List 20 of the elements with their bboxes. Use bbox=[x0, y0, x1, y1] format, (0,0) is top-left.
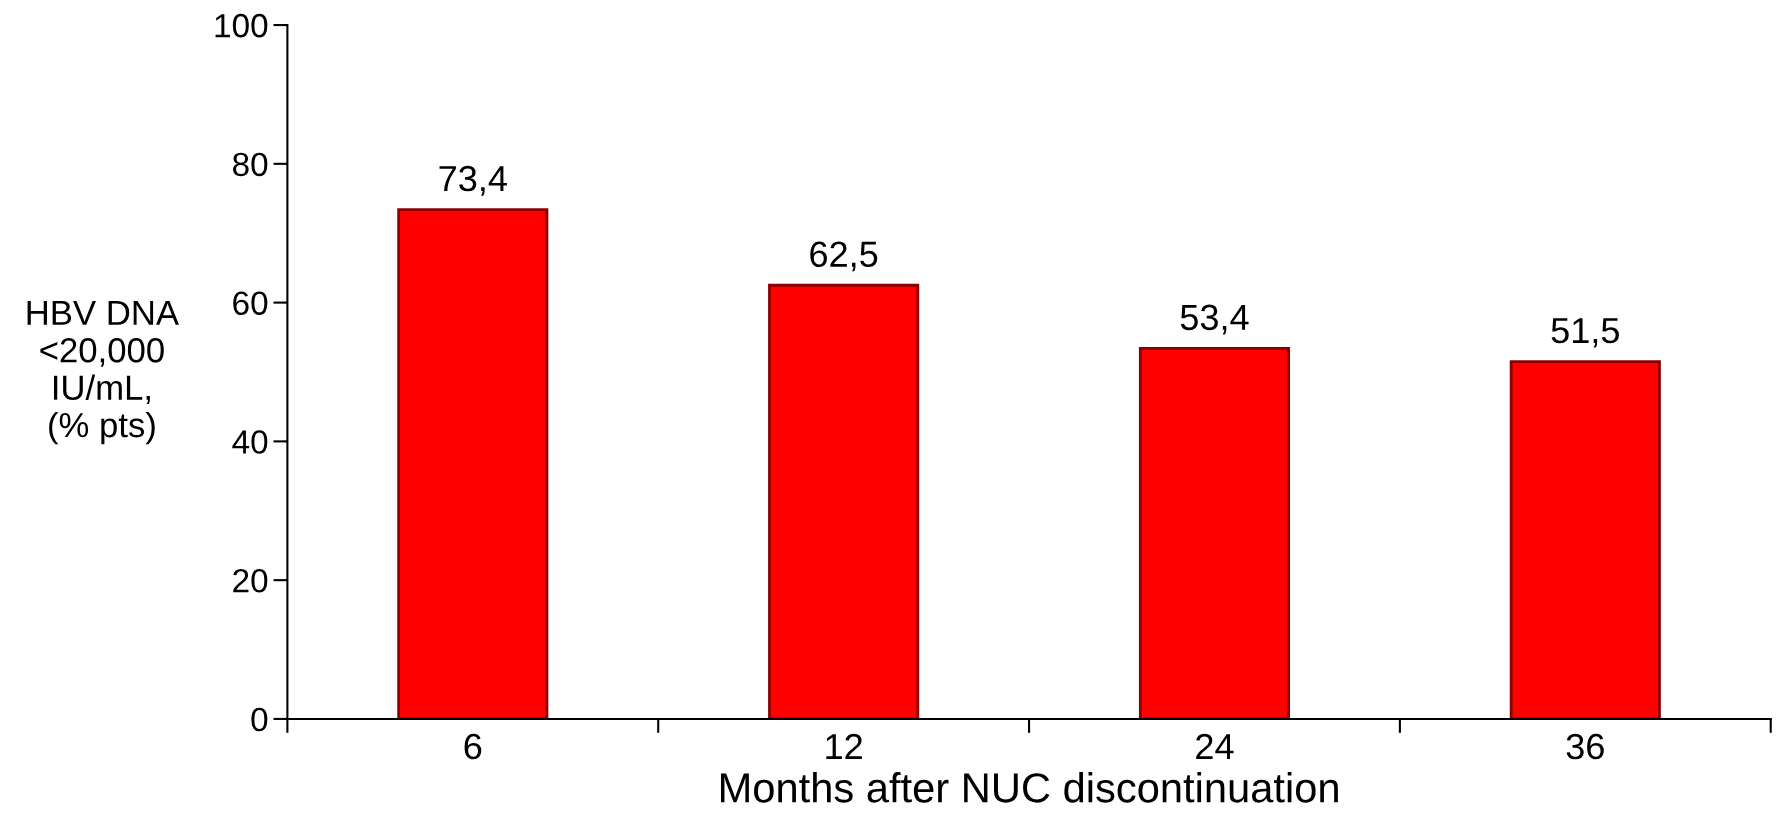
bar bbox=[1509, 360, 1661, 719]
x-axis-title: Months after NUC discontinuation bbox=[721, 772, 1338, 803]
bar bbox=[768, 283, 920, 719]
y-tick-label: 60 bbox=[233, 291, 268, 316]
data-label: 53,4 bbox=[1180, 304, 1249, 335]
data-label: 51,5 bbox=[1551, 318, 1619, 348]
data-label: 62,5 bbox=[810, 241, 878, 272]
y-tick-label: 40 bbox=[232, 430, 268, 454]
x-tick-label: 6 bbox=[464, 733, 482, 760]
x-tick-label: 36 bbox=[1566, 733, 1604, 760]
y-tick-label: 100 bbox=[215, 13, 268, 38]
bar bbox=[397, 208, 549, 719]
bar bbox=[1138, 347, 1291, 719]
y-tick-label: 80 bbox=[233, 152, 268, 177]
y-tick-label: 20 bbox=[233, 568, 268, 593]
y-axis-title: HBV DNA <20,000 IU/mL, (% pts) bbox=[27, 300, 180, 445]
x-tick-label: 12 bbox=[826, 733, 862, 759]
data-label: 73,4 bbox=[439, 165, 507, 196]
x-tick-label: 24 bbox=[1196, 733, 1234, 759]
y-tick-label: 0 bbox=[251, 707, 268, 732]
